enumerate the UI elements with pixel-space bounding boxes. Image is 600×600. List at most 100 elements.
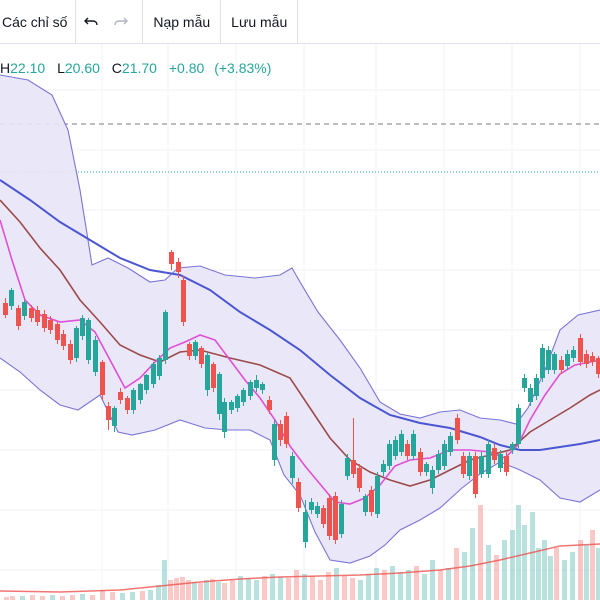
candle-body bbox=[559, 360, 564, 370]
toolbar-divider bbox=[220, 0, 222, 44]
candle-body bbox=[467, 456, 472, 476]
volume-bar bbox=[148, 590, 153, 600]
volume-ma-line bbox=[0, 543, 600, 593]
candle-body bbox=[55, 324, 60, 340]
volume-bar bbox=[286, 578, 291, 600]
candle-body bbox=[418, 452, 423, 472]
volume-bar bbox=[204, 580, 209, 600]
candle-body bbox=[375, 476, 380, 514]
chart-canvas[interactable] bbox=[0, 44, 600, 600]
save-template-button[interactable]: Lưu mẫu bbox=[221, 0, 297, 44]
volume-bar bbox=[140, 591, 145, 600]
volume-bar bbox=[542, 540, 547, 600]
candle-body bbox=[151, 364, 156, 384]
toolbar-divider bbox=[75, 0, 77, 44]
volume-bar bbox=[554, 548, 559, 600]
candle-body bbox=[393, 440, 398, 456]
candle-body bbox=[296, 482, 301, 508]
candle-body bbox=[411, 434, 416, 456]
undo-button[interactable] bbox=[76, 0, 106, 44]
volume-bar bbox=[530, 512, 535, 600]
volume-bar bbox=[210, 579, 215, 600]
candle-body bbox=[80, 318, 85, 336]
candle-body bbox=[345, 458, 350, 476]
volume-bar bbox=[470, 528, 475, 600]
candle-body bbox=[163, 312, 168, 360]
candle-body bbox=[222, 402, 227, 432]
volume-bar bbox=[10, 596, 15, 600]
volume-bar bbox=[254, 580, 259, 600]
candle-body bbox=[584, 354, 589, 364]
candle-body bbox=[455, 418, 460, 440]
candle-body bbox=[100, 362, 105, 395]
candle-body bbox=[448, 436, 453, 452]
candle-body bbox=[217, 374, 222, 414]
load-template-button[interactable]: Nạp mẫu bbox=[143, 0, 220, 44]
volume-bar bbox=[486, 545, 491, 600]
volume-bar bbox=[334, 568, 339, 600]
volume-bar bbox=[430, 560, 435, 600]
candle-body bbox=[29, 308, 34, 318]
candle-body bbox=[442, 444, 447, 466]
volume-bar bbox=[366, 574, 371, 600]
candle-body bbox=[169, 252, 174, 264]
bollinger-upper-line bbox=[0, 74, 600, 425]
volume-bar bbox=[310, 576, 315, 600]
indicators-button[interactable]: Các chỉ số bbox=[0, 0, 75, 44]
candle-body bbox=[211, 364, 216, 388]
volume-bar bbox=[180, 577, 185, 600]
candle-body bbox=[74, 328, 79, 358]
moving-average-fast bbox=[0, 219, 600, 505]
volume-bar bbox=[222, 583, 227, 600]
candle-body bbox=[193, 342, 198, 356]
volume-bar bbox=[40, 596, 45, 600]
candle-body bbox=[552, 354, 557, 370]
price-chart[interactable] bbox=[0, 44, 600, 600]
volume-bar bbox=[326, 572, 331, 600]
volume-bar bbox=[462, 552, 467, 600]
redo-button[interactable] bbox=[106, 0, 136, 44]
save-template-label: Lưu mẫu bbox=[231, 13, 288, 30]
volume-bar bbox=[60, 596, 65, 600]
volume-bar bbox=[110, 592, 115, 600]
redo-icon bbox=[114, 17, 129, 25]
volume-bar bbox=[230, 580, 235, 600]
ohlc-legend: H22.10 L20.60 C21.70 +0.80 (+3.83%) bbox=[0, 60, 271, 76]
candle-body bbox=[3, 303, 8, 315]
volume-bar bbox=[584, 545, 589, 600]
volume-bar bbox=[570, 552, 575, 600]
candle-body bbox=[363, 496, 368, 512]
low-value: 20.60 bbox=[64, 60, 100, 76]
candle-body bbox=[22, 302, 27, 316]
candle-body bbox=[284, 416, 289, 444]
candle-body bbox=[540, 348, 545, 378]
candle-body bbox=[86, 320, 91, 360]
volume-bar bbox=[278, 577, 283, 600]
volume-bar bbox=[358, 580, 363, 600]
candle-body bbox=[229, 402, 234, 410]
volume-bar bbox=[90, 595, 95, 600]
candle-body bbox=[68, 344, 73, 360]
volume-bar bbox=[156, 585, 161, 600]
volume-bar bbox=[510, 530, 515, 600]
candle-body bbox=[516, 408, 521, 444]
toolbar-divider bbox=[142, 0, 144, 44]
volume-bar bbox=[548, 556, 553, 600]
candle-body bbox=[235, 396, 240, 408]
volume-bar bbox=[198, 583, 203, 600]
volume-bar bbox=[414, 566, 419, 600]
candle-body bbox=[254, 380, 259, 388]
candle-body bbox=[118, 392, 123, 400]
volume-bar bbox=[406, 570, 411, 600]
candle-body bbox=[430, 470, 435, 488]
volume-bar bbox=[536, 548, 541, 600]
volume-bar bbox=[130, 592, 135, 600]
change-value: +0.80 bbox=[168, 60, 205, 76]
volume-bar bbox=[246, 578, 251, 600]
candle-body bbox=[125, 398, 130, 410]
candle-body bbox=[187, 344, 192, 356]
candle-body bbox=[351, 460, 356, 474]
candle-body bbox=[321, 508, 326, 524]
candle-body bbox=[315, 506, 320, 514]
volume-bar bbox=[516, 505, 521, 600]
